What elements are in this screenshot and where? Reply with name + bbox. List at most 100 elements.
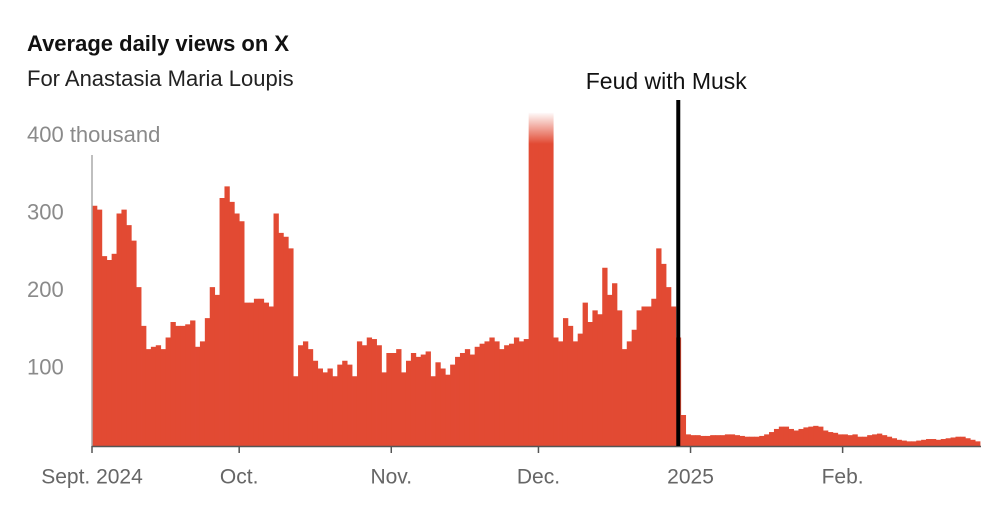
bar: [405, 360, 412, 446]
bar: [960, 436, 966, 446]
bar: [317, 368, 323, 446]
bar: [935, 439, 942, 446]
bar: [136, 287, 142, 446]
bar: [327, 368, 333, 446]
bar: [793, 430, 799, 446]
bar: [710, 435, 716, 446]
bar: [244, 302, 250, 446]
bar: [253, 298, 260, 446]
bar: [921, 439, 927, 446]
y-tick-label: 100: [27, 354, 64, 379]
bar: [396, 349, 402, 446]
bar: [906, 441, 912, 446]
bar: [808, 426, 814, 446]
bar: [626, 341, 633, 446]
bar: [459, 353, 466, 446]
bar: [562, 318, 569, 446]
bar: [769, 432, 775, 446]
bar: [577, 333, 584, 446]
bar: [965, 438, 971, 446]
bar: [160, 349, 166, 446]
bar: [842, 434, 848, 446]
bar: [695, 435, 701, 446]
bar: [597, 314, 603, 446]
bar: [886, 436, 893, 446]
bar: [126, 225, 132, 446]
bar: [764, 434, 770, 446]
bar: [558, 341, 564, 446]
bar: [543, 112, 549, 446]
bar: [729, 434, 736, 446]
bar: [641, 306, 647, 446]
bars: [92, 112, 981, 446]
bar: [234, 213, 240, 446]
bar: [195, 346, 201, 446]
bar: [656, 248, 662, 446]
bar: [170, 322, 176, 446]
bar: [739, 435, 745, 446]
bar: [553, 337, 559, 446]
bar: [106, 260, 113, 446]
bar: [298, 345, 304, 446]
x-tick-label: 2025: [667, 466, 714, 489]
bar: [975, 441, 981, 446]
y-tick-label: 400 thousand: [27, 122, 160, 147]
bar: [248, 302, 255, 446]
bar: [916, 440, 922, 446]
bar: [891, 438, 897, 446]
bar: [469, 354, 476, 446]
bar: [386, 353, 392, 446]
bar: [229, 201, 235, 446]
bar: [705, 435, 711, 446]
bar: [876, 433, 883, 446]
chart-subtitle: For Anastasia Maria Loupis: [27, 66, 294, 91]
bar: [484, 341, 490, 446]
bar: [587, 322, 593, 446]
bar: [773, 428, 780, 446]
bar: [204, 318, 211, 446]
bar: [494, 341, 500, 446]
bar: [165, 337, 171, 446]
bar: [602, 267, 608, 446]
bar: [455, 356, 461, 446]
bar: [837, 434, 844, 446]
bar: [224, 186, 230, 446]
y-tick-label: 300: [27, 199, 64, 224]
bar: [425, 351, 431, 446]
bar: [283, 236, 289, 446]
bar: [131, 240, 137, 446]
bar: [955, 436, 961, 446]
bar: [337, 364, 343, 446]
bar: [700, 435, 706, 446]
bar: [464, 349, 471, 446]
bar: [862, 436, 868, 446]
bar: [420, 354, 427, 446]
bar: [666, 287, 672, 446]
bar: [616, 310, 623, 446]
bar: [263, 302, 270, 446]
bar: [901, 440, 907, 446]
bar: [621, 349, 628, 446]
bar: [445, 374, 451, 446]
bar: [513, 337, 520, 446]
bar: [950, 437, 956, 446]
bar: [612, 283, 618, 446]
bar: [332, 376, 338, 446]
bar: [474, 346, 480, 446]
bar: [715, 435, 721, 446]
bar: [582, 302, 588, 446]
bar: [361, 345, 368, 446]
x-tick-label: Oct.: [220, 466, 259, 489]
bar: [533, 112, 539, 446]
bar: [803, 427, 809, 446]
bar: [209, 287, 216, 446]
bar: [141, 325, 147, 446]
chart-title: Average daily views on X: [27, 31, 289, 56]
bar: [690, 435, 696, 446]
x-tick-label: Sept. 2024: [41, 466, 143, 489]
bar: [744, 436, 750, 446]
top-fade: [92, 112, 982, 144]
bar: [661, 263, 667, 446]
bar: [896, 439, 902, 446]
